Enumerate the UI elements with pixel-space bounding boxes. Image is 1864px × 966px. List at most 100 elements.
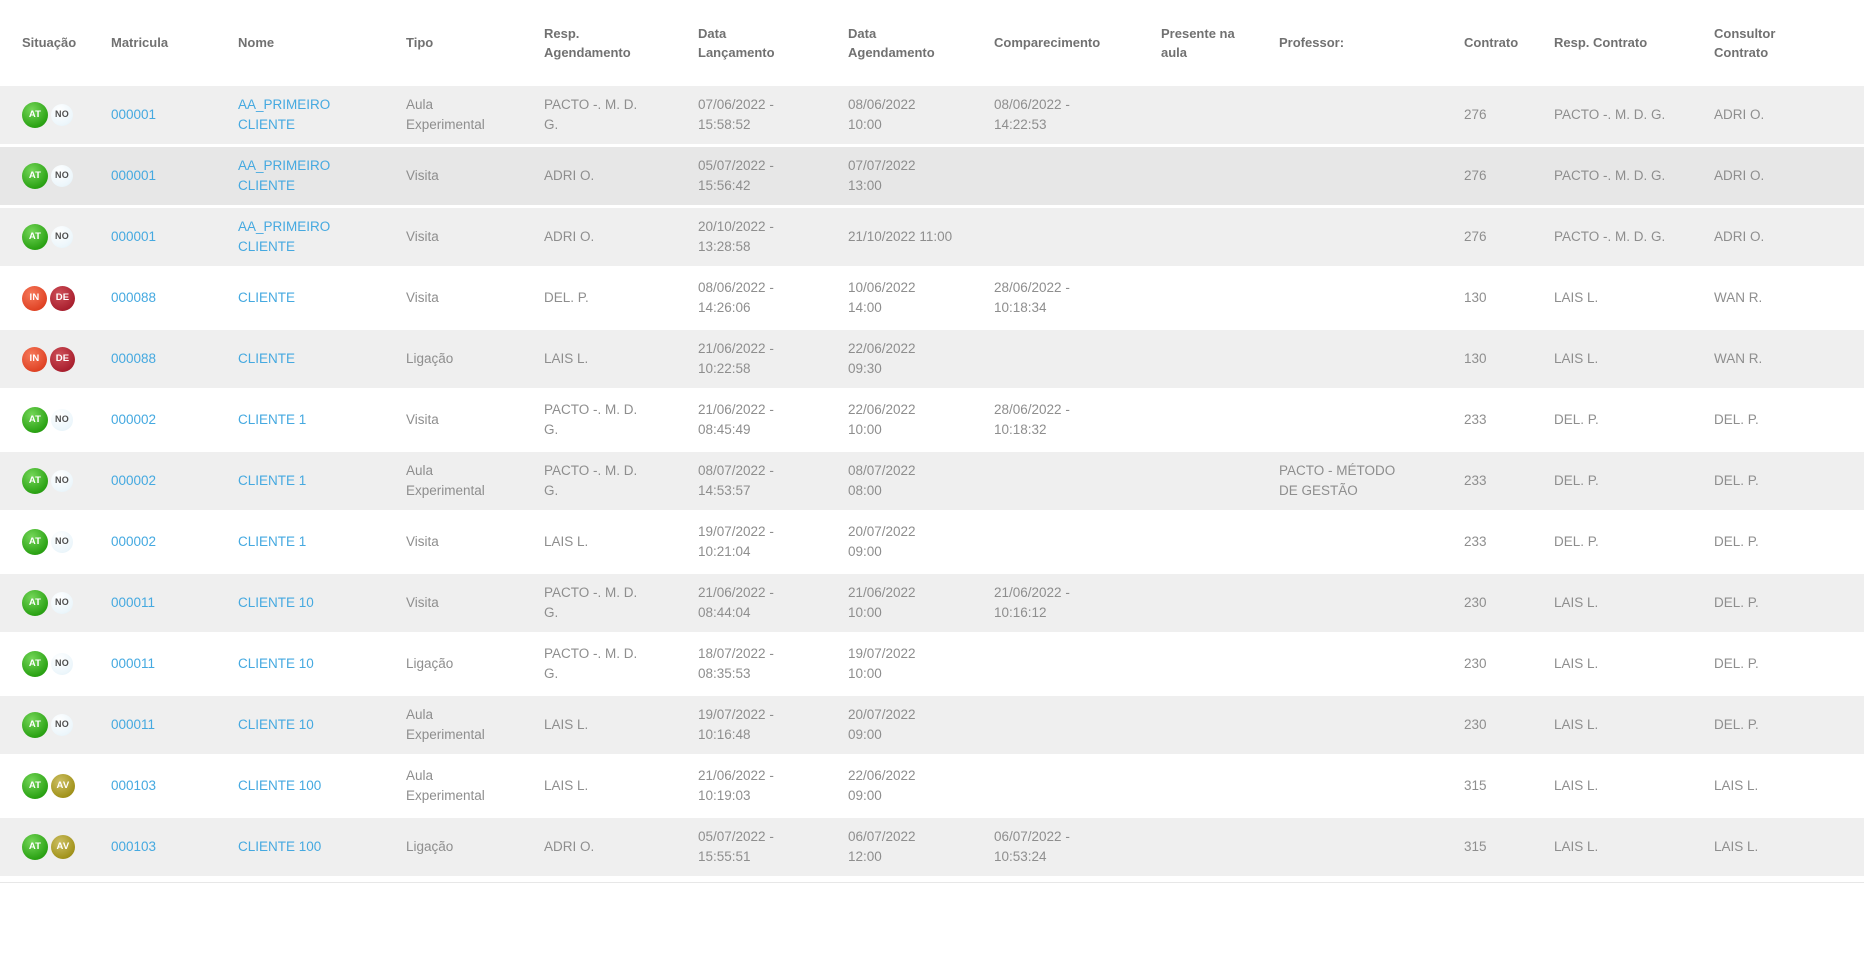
cell-resp_contrato: LAIS L.: [1538, 330, 1698, 388]
cell-contrato: 230: [1448, 574, 1538, 632]
nome-link[interactable]: CLIENTE: [238, 350, 296, 366]
matricula-link[interactable]: 000001: [111, 167, 157, 183]
nome-link[interactable]: CLIENTE 1: [238, 411, 307, 427]
nome-link[interactable]: AA_PRIMEIRO CLIENTE: [238, 157, 331, 193]
cell-resp_agendamento: LAIS L.: [528, 757, 682, 815]
status-badge-no: NO: [51, 592, 73, 614]
cell-comparecimento: [978, 452, 1145, 510]
nome-link[interactable]: CLIENTE 10: [238, 594, 314, 610]
cell-data_agendamento: 21/06/2022 10:00: [832, 574, 978, 632]
cell-tipo: Ligação: [390, 330, 528, 388]
cell-data_lancamento: 20/10/2022 - 13:28:58: [682, 208, 832, 266]
matricula-link[interactable]: 000002: [111, 472, 157, 488]
cell-resp_agendamento: ADRI O.: [528, 208, 682, 266]
cell-comparecimento: 06/07/2022 - 10:53:24: [978, 818, 1145, 876]
cell-situacao: AT NO: [0, 452, 95, 510]
status-badge-at: AT: [22, 834, 48, 860]
cell-resp_contrato: LAIS L.: [1538, 757, 1698, 815]
nome-link[interactable]: CLIENTE 10: [238, 716, 314, 732]
cell-tipo: Aula Experimental: [390, 452, 528, 510]
table-row: AT NO 000011 CLIENTE 10 Visita PACTO -. M. D.…: [0, 574, 1864, 632]
cell-resp_contrato: PACTO -. M. D. G.: [1538, 147, 1698, 205]
matricula-link[interactable]: 000103: [111, 838, 157, 854]
cell-consultor_contrato: ADRI O.: [1698, 86, 1864, 144]
nome-link[interactable]: CLIENTE: [238, 289, 296, 305]
cell-data_lancamento: 05/07/2022 - 15:55:51: [682, 818, 832, 876]
cell-presente_na_aula: [1145, 208, 1263, 266]
cell-consultor_contrato: DEL. P.: [1698, 696, 1864, 754]
cell-consultor_contrato: DEL. P.: [1698, 513, 1864, 571]
cell-data_lancamento: 21/06/2022 - 08:44:04: [682, 574, 832, 632]
cell-presente_na_aula: [1145, 513, 1263, 571]
column-header-consultor_contrato: Consultor Contrato: [1698, 3, 1864, 83]
cell-professor: PACTO - MÉTODO DE GESTÃO: [1263, 452, 1448, 510]
cell-consultor_contrato: WAN R.: [1698, 269, 1864, 327]
matricula-link[interactable]: 000002: [111, 533, 157, 549]
cell-consultor_contrato: WAN R.: [1698, 330, 1864, 388]
nome-link[interactable]: AA_PRIMEIRO CLIENTE: [238, 218, 331, 254]
matricula-link[interactable]: 000088: [111, 289, 157, 305]
cell-consultor_contrato: DEL. P.: [1698, 452, 1864, 510]
cell-comparecimento: [978, 513, 1145, 571]
column-header-data_lancamento: Data Lançamento: [682, 3, 832, 83]
cell-resp_agendamento: ADRI O.: [528, 818, 682, 876]
table-row: AT NO 000002 CLIENTE 1 Aula Experimental PACT…: [0, 452, 1864, 510]
cell-nome: CLIENTE 10: [222, 696, 390, 754]
cell-comparecimento: [978, 147, 1145, 205]
cell-tipo: Ligação: [390, 818, 528, 876]
cell-contrato: 230: [1448, 696, 1538, 754]
cell-comparecimento: 08/06/2022 - 14:22:53: [978, 86, 1145, 144]
cell-presente_na_aula: [1145, 696, 1263, 754]
matricula-link[interactable]: 000001: [111, 228, 157, 244]
cell-presente_na_aula: [1145, 86, 1263, 144]
nome-link[interactable]: CLIENTE 1: [238, 472, 307, 488]
nome-link[interactable]: CLIENTE 100: [238, 838, 322, 854]
table-row: AT NO 000001 AA_PRIMEIRO CLIENTE Visita ADRI …: [0, 208, 1864, 266]
nome-link[interactable]: CLIENTE 10: [238, 655, 314, 671]
cell-contrato: 130: [1448, 330, 1538, 388]
cell-presente_na_aula: [1145, 757, 1263, 815]
matricula-link[interactable]: 000103: [111, 777, 157, 793]
nome-link[interactable]: CLIENTE 100: [238, 777, 322, 793]
cell-contrato: 276: [1448, 147, 1538, 205]
status-badge-av: AV: [51, 835, 75, 859]
cell-data_lancamento: 19/07/2022 - 10:21:04: [682, 513, 832, 571]
cell-situacao: AT AV: [0, 818, 95, 876]
cell-resp_contrato: LAIS L.: [1538, 574, 1698, 632]
cell-professor: [1263, 635, 1448, 693]
column-header-resp_agendamento: Resp. Agendamento: [528, 3, 682, 83]
cell-resp_agendamento: PACTO -. M. D. G.: [528, 452, 682, 510]
status-badge-no: NO: [51, 104, 73, 126]
cell-data_lancamento: 21/06/2022 - 08:45:49: [682, 391, 832, 449]
matricula-link[interactable]: 000011: [111, 716, 156, 732]
status-badge-no: NO: [51, 165, 73, 187]
cell-comparecimento: 28/06/2022 - 10:18:34: [978, 269, 1145, 327]
cell-data_agendamento: 22/06/2022 10:00: [832, 391, 978, 449]
cell-data_lancamento: 19/07/2022 - 10:16:48: [682, 696, 832, 754]
cell-comparecimento: [978, 635, 1145, 693]
cell-matricula: 000103: [95, 818, 222, 876]
status-badge-at: AT: [22, 590, 48, 616]
cell-consultor_contrato: LAIS L.: [1698, 757, 1864, 815]
cell-tipo: Aula Experimental: [390, 86, 528, 144]
cell-situacao: AT NO: [0, 147, 95, 205]
cell-contrato: 230: [1448, 635, 1538, 693]
cell-tipo: Aula Experimental: [390, 757, 528, 815]
nome-link[interactable]: AA_PRIMEIRO CLIENTE: [238, 96, 331, 132]
matricula-link[interactable]: 000011: [111, 594, 156, 610]
cell-nome: CLIENTE 100: [222, 818, 390, 876]
cell-data_lancamento: 07/06/2022 - 15:58:52: [682, 86, 832, 144]
column-header-nome: Nome: [222, 3, 390, 83]
cell-contrato: 315: [1448, 818, 1538, 876]
matricula-link[interactable]: 000002: [111, 411, 157, 427]
cell-nome: CLIENTE 10: [222, 574, 390, 632]
cell-resp_contrato: PACTO -. M. D. G.: [1538, 208, 1698, 266]
cell-comparecimento: 21/06/2022 - 10:16:12: [978, 574, 1145, 632]
column-header-data_agendamento: Data Agendamento: [832, 3, 978, 83]
matricula-link[interactable]: 000088: [111, 350, 157, 366]
cell-tipo: Ligação: [390, 635, 528, 693]
nome-link[interactable]: CLIENTE 1: [238, 533, 307, 549]
matricula-link[interactable]: 000001: [111, 106, 157, 122]
cell-professor: [1263, 391, 1448, 449]
matricula-link[interactable]: 000011: [111, 655, 156, 671]
